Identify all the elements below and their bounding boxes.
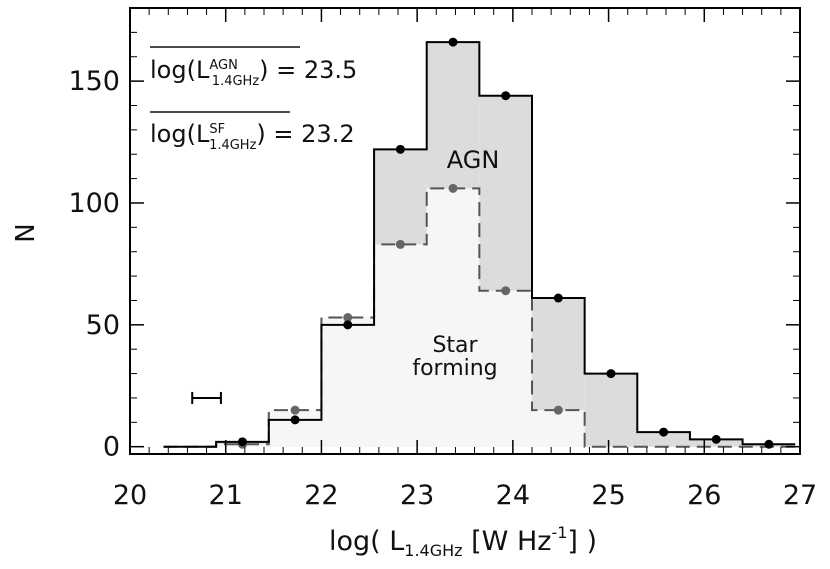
agn-data-point xyxy=(764,439,774,449)
x-tick-label: 24 xyxy=(496,480,530,511)
y-tick-label: 50 xyxy=(86,310,120,341)
x-tick-label: 27 xyxy=(783,480,817,511)
x-tick-label: 22 xyxy=(304,480,338,511)
sf-region-label-line1: Star xyxy=(432,333,478,358)
agn-data-point xyxy=(290,415,300,425)
agn-bar xyxy=(584,373,638,447)
sf-bar xyxy=(479,290,532,447)
y-tick-label: 100 xyxy=(68,188,120,219)
agn-mean-annotation: log(LAGN 1.4GHz) = 23.5 xyxy=(150,56,357,89)
error-bar xyxy=(191,391,222,404)
sf-bar xyxy=(321,317,375,447)
sf-region-label-line2: forming xyxy=(412,356,497,381)
agn-data-point xyxy=(659,427,669,437)
agn-data-point xyxy=(395,144,405,154)
plot-lines xyxy=(163,41,796,448)
sf-data-point xyxy=(290,405,300,415)
agn-step-line xyxy=(163,41,796,448)
plot-points xyxy=(237,37,774,449)
agn-region-label: AGN xyxy=(447,146,500,174)
sf-bar xyxy=(426,188,480,447)
agn-data-point xyxy=(237,437,247,447)
sf-mean-annotation: log(LSF 1.4GHz) = 23.2 xyxy=(150,120,355,153)
agn-data-point xyxy=(553,293,563,303)
agn-data-point xyxy=(448,37,458,47)
x-tick-label: 20 xyxy=(113,480,147,511)
y-axis-ticks: 0 50 100 150 xyxy=(68,31,800,463)
y-tick-label: 0 xyxy=(103,432,120,463)
agn-data-point xyxy=(343,320,353,330)
sf-bar xyxy=(374,244,427,447)
plot-frame xyxy=(129,7,801,455)
x-tick-label: 21 xyxy=(209,480,243,511)
sf-data-point xyxy=(448,183,458,193)
x-axis-title: log( L1.4GHz [W Hz-1] ) xyxy=(329,523,597,560)
x-axis-ticks: 20 21 22 23 24 25 26 27 xyxy=(113,8,817,511)
plot-fills xyxy=(216,42,796,447)
agn-data-point xyxy=(711,434,721,444)
agn-data-point xyxy=(606,369,616,379)
sf-data-point xyxy=(553,405,563,415)
sf-step-line xyxy=(163,187,796,448)
sf-data-point xyxy=(501,286,511,296)
x-tick-label: 26 xyxy=(687,480,721,511)
sf-data-point xyxy=(343,313,353,323)
x-tick-label: 23 xyxy=(400,480,434,511)
y-tick-label: 150 xyxy=(68,66,120,97)
agn-bar xyxy=(637,432,690,447)
sf-data-point xyxy=(395,239,405,249)
plot-border xyxy=(129,7,801,455)
x-tick-label: 25 xyxy=(591,480,625,511)
sf-bar xyxy=(532,410,585,447)
y-axis-title: N xyxy=(11,223,41,242)
agn-data-point xyxy=(501,91,511,101)
